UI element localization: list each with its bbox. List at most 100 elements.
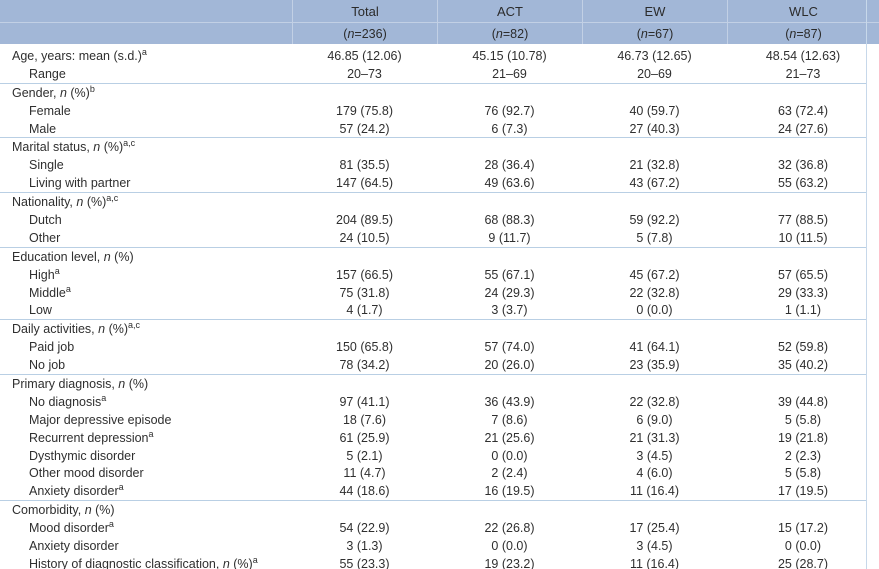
row-label-text: Dutch <box>29 212 62 227</box>
cell-value: 40 (59.7) <box>629 103 680 118</box>
paren-open: ( <box>491 26 496 41</box>
cell-value: 11 (16.4) <box>629 556 680 569</box>
cell-value: 10 (11.5) <box>778 230 828 245</box>
n-symbol: n <box>640 26 648 41</box>
row-label-suffix: (%) <box>83 195 107 210</box>
row-label-text: Recurrent depression <box>29 430 149 445</box>
n-value: 236 <box>361 26 383 41</box>
cell-value: 5 (5.8) <box>784 466 822 481</box>
footnote-marker: a,c <box>123 138 136 149</box>
table-row: Living with partner 147 (64.5) 49 (63.6) 43… <box>0 174 879 192</box>
row-label-suffix: (%) <box>110 249 134 264</box>
row-label: Marital status, n (%)a,c <box>0 138 292 155</box>
row-label-text: Male <box>29 121 57 136</box>
row-label-text: No job <box>29 358 66 373</box>
section-divider <box>0 82 866 84</box>
row-label-n-symbol: n <box>93 140 101 155</box>
table-row: History of diagnostic classification, n … <box>0 555 879 569</box>
table-row: Paid job 150 (65.8) 57 (74.0) 41 (64.1) 52 (… <box>0 338 879 356</box>
paren-close: ) <box>382 26 387 41</box>
header-spacer <box>0 22 292 44</box>
cell-value: 5 (7.8) <box>636 230 673 245</box>
cell-value: 6 (7.3) <box>491 121 528 136</box>
row-label: Dutch <box>0 213 292 227</box>
table-section-row: Gender, n (%)b <box>0 84 879 102</box>
cell-value: 25 (28.7) <box>777 556 829 569</box>
row-label-text: Single <box>29 158 64 173</box>
equals-sign: = <box>647 26 656 41</box>
section-divider <box>0 374 866 376</box>
cell-value: 52 (59.8) <box>777 340 829 355</box>
n-symbol: n <box>347 26 355 41</box>
cell-value: 57 (24.2) <box>339 121 390 136</box>
row-label-text: Gender, <box>12 85 60 100</box>
cell-value: 204 (89.5) <box>336 212 393 227</box>
cell-value: 157 (66.5) <box>336 267 393 282</box>
paren-close: ) <box>524 26 529 41</box>
cell-value: 54 (22.9) <box>339 521 390 536</box>
section-divider <box>0 192 866 194</box>
cell-value: 20 (26.0) <box>484 358 535 373</box>
cell-value: 22 (26.8) <box>484 521 535 536</box>
row-label: Comorbidity, n (%) <box>0 503 292 517</box>
cell-value: 24 (27.6) <box>777 121 829 136</box>
footnote-marker: b <box>89 83 95 94</box>
column-header: Total <box>292 0 437 22</box>
footnote-marker: a <box>65 283 71 294</box>
row-label-text: Dysthymic disorder <box>29 448 136 463</box>
row-label-n-symbol: n <box>103 249 111 264</box>
footnote-marker: a,c <box>128 320 141 331</box>
row-label: Middlea <box>0 283 292 300</box>
cell-value: 5 (2.1) <box>346 448 383 463</box>
paren-close: ) <box>817 26 822 41</box>
row-label-suffix: (%) <box>105 322 129 337</box>
table-section-row: Comorbidity, n (%) <box>0 501 879 519</box>
table-row: Male 57 (24.2) 6 (7.3) 27 (40.3) 24 (27.6) <box>0 120 879 138</box>
cell-value: 0 (0.0) <box>491 538 528 553</box>
cell-value: 5 (5.8) <box>784 412 822 427</box>
cell-value: 3 (4.5) <box>636 448 673 463</box>
row-label-text: Female <box>29 103 71 118</box>
row-label: Higha <box>0 266 292 282</box>
footnote-marker: a <box>141 46 147 57</box>
cell-value: 55 (67.1) <box>484 267 535 282</box>
table-row: No job 78 (34.2) 20 (26.0) 23 (35.9) 35 (40.… <box>0 356 879 374</box>
cell-value: 20–73 <box>347 66 382 81</box>
cell-value: 97 (41.1) <box>339 394 390 409</box>
cell-value: 75 (31.8) <box>339 285 390 300</box>
row-label-text: Anxiety disorder <box>29 538 119 553</box>
row-label: Dysthymic disorder <box>0 449 292 463</box>
cell-value: 49 (63.6) <box>484 176 535 191</box>
row-label: Daily activities, n (%)a,c <box>0 320 292 337</box>
cell-value: 43 (67.2) <box>629 176 680 191</box>
table-row: Dysthymic disorder 5 (2.1) 0 (0.0) 3 (4.5) 2… <box>0 447 879 465</box>
table-row: Other 24 (10.5) 9 (11.7) 5 (7.8) 10 (11.5) <box>0 229 879 247</box>
cell-value: 24 (10.5) <box>339 230 390 245</box>
cell-value: 3 (4.5) <box>636 538 673 553</box>
cell-value: 6 (9.0) <box>636 412 673 427</box>
row-label: Paid job <box>0 340 292 354</box>
paren-close: ) <box>669 26 674 41</box>
column-sample-size: (n = 87) <box>727 22 879 44</box>
cell-value: 29 (33.3) <box>777 285 829 300</box>
n-symbol: n <box>495 26 503 41</box>
n-symbol: n <box>789 26 797 41</box>
cell-value: 2 (2.4) <box>491 466 528 481</box>
paren-open: ( <box>785 26 790 41</box>
table-row: Middlea 75 (31.8) 24 (29.3) 22 (32.8) 29 (33… <box>0 284 879 302</box>
row-label: Major depressive episode <box>0 413 292 427</box>
row-label: Age, years: mean (s.d.)a <box>0 46 292 63</box>
row-label-n-symbol: n <box>84 503 92 518</box>
cell-value: 7 (8.6) <box>491 412 528 427</box>
cell-value: 0 (0.0) <box>491 448 528 463</box>
row-label-text: Nationality, <box>12 195 77 210</box>
cell-value: 45 (67.2) <box>629 267 680 282</box>
row-label: Recurrent depressiona <box>0 429 292 445</box>
table-row: Higha 157 (66.5) 55 (67.1) 45 (67.2) 57 (65.… <box>0 266 879 284</box>
row-label-text: Education level, <box>12 249 104 264</box>
footnote-marker: a <box>101 392 107 403</box>
paren-open: ( <box>636 26 641 41</box>
row-label-text: Other mood disorder <box>29 466 144 481</box>
equals-sign: = <box>502 26 511 41</box>
cell-value: 17 (19.5) <box>777 484 829 499</box>
